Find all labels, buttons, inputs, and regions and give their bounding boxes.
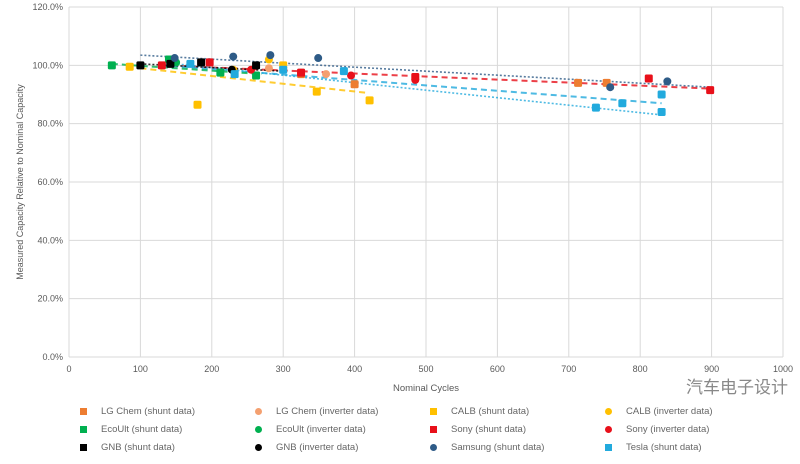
data-point: [279, 65, 288, 74]
data-point: [657, 108, 666, 116]
x-tick-label: 400: [347, 364, 362, 374]
legend-item: Samsung (shunt data): [430, 440, 605, 454]
data-point: [574, 78, 583, 87]
legend-swatch: [255, 443, 262, 451]
trendline: [140, 67, 369, 95]
x-tick-label: 100: [133, 364, 148, 374]
data-point: [216, 68, 225, 77]
legend-swatch: [605, 425, 612, 433]
data-point: [339, 67, 348, 76]
data-point: [312, 87, 321, 96]
y-tick-label: 80.0%: [37, 119, 63, 129]
x-tick-label: 700: [561, 364, 576, 374]
legend-label: Samsung (shunt data): [451, 441, 545, 453]
data-point: [706, 86, 715, 95]
y-tick-label: 60.0%: [37, 177, 63, 187]
data-point: [197, 58, 206, 67]
legend-item: GNB (inverter data): [255, 440, 430, 454]
y-tick-label: 40.0%: [37, 235, 63, 245]
data-point: [266, 51, 275, 60]
legend-swatch: [605, 407, 612, 415]
data-point: [411, 75, 420, 84]
legend-label: CALB (inverter data): [626, 405, 713, 417]
data-point: [166, 59, 175, 68]
legend-item: GNB (shunt data): [80, 440, 255, 454]
y-tick-label: 0.0%: [42, 352, 63, 362]
legend-swatch: [430, 407, 437, 415]
y-tick-label: 100.0%: [32, 60, 63, 70]
legend-label: EcoUlt (inverter data): [276, 423, 366, 435]
data-point: [252, 71, 261, 80]
legend-label: Sony (shunt data): [451, 423, 526, 435]
x-tick-label: 1000: [773, 364, 793, 374]
legend-label: Sony (inverter data): [626, 423, 710, 435]
legend-item: Tesla (shunt data): [605, 440, 780, 454]
data-point: [193, 100, 202, 109]
x-tick-label: 600: [490, 364, 505, 374]
y-tick-label: 120.0%: [32, 2, 63, 12]
x-tick-label: 0: [66, 364, 71, 374]
x-tick-label: 800: [633, 364, 648, 374]
legend-item: EcoUlt (inverter data): [255, 422, 430, 436]
legend-item: LG Chem (inverter data): [255, 404, 430, 418]
data-point: [347, 71, 356, 80]
legend-label: LG Chem (inverter data): [276, 405, 379, 417]
trendline: [161, 64, 662, 105]
legend-label: GNB (shunt data): [101, 441, 175, 453]
data-point: [350, 80, 359, 89]
data-point: [663, 77, 672, 86]
legend: LG Chem (shunt data) LG Chem (inverter da…: [80, 404, 780, 454]
legend-item: CALB (inverter data): [605, 404, 780, 418]
data-point: [644, 74, 653, 83]
legend-label: CALB (shunt data): [451, 405, 530, 417]
data-point: [297, 68, 306, 77]
x-tick-label: 300: [276, 364, 291, 374]
trendline: [140, 54, 712, 89]
scatter-plot: 0 100 200 300 400 500 600 700 800 900 1000 0.0% 20.0…: [15, 2, 793, 394]
legend-label: GNB (inverter data): [276, 441, 359, 453]
legend-item: EcoUlt (shunt data): [80, 422, 255, 436]
data-point: [186, 59, 195, 68]
legend-item: Sony (shunt data): [430, 422, 605, 436]
data-point: [157, 61, 166, 70]
legend-swatch: [255, 407, 262, 415]
data-point: [314, 54, 323, 63]
data-point: [125, 62, 134, 71]
x-tick-label: 900: [704, 364, 719, 374]
data-point: [365, 96, 374, 105]
y-axis-label: Measured Capacity Relative to Nominal Ca…: [15, 84, 25, 280]
data-point: [136, 61, 145, 70]
legend-swatch: [430, 425, 437, 433]
legend-swatch: [80, 407, 87, 415]
legend-swatch: [605, 443, 612, 451]
legend-item: Sony (inverter data): [605, 422, 780, 436]
data-point: [252, 61, 261, 70]
legend-swatch: [430, 443, 437, 451]
data-point: [230, 70, 239, 79]
data-point: [229, 52, 238, 61]
data-point: [107, 61, 116, 70]
legend-swatch: [255, 425, 262, 433]
x-tick-label: 500: [418, 364, 433, 374]
x-axis-label: Nominal Cycles: [393, 383, 459, 394]
legend-label: Tesla (shunt data): [626, 441, 702, 453]
legend-swatch: [80, 425, 87, 433]
x-tick-label: 200: [204, 364, 219, 374]
data-point: [322, 70, 331, 79]
data-point: [264, 64, 273, 73]
legend-item: LG Chem (shunt data): [80, 404, 255, 418]
legend-item: CALB (shunt data): [430, 404, 605, 418]
data-point: [657, 90, 666, 99]
data-point: [205, 58, 214, 67]
data-point: [591, 103, 600, 112]
legend-label: LG Chem (shunt data): [101, 405, 195, 417]
data-point: [618, 99, 627, 108]
data-point: [170, 54, 179, 63]
legend-label: EcoUlt (shunt data): [101, 423, 183, 435]
y-tick-label: 20.0%: [37, 294, 63, 304]
watermark: 汽车电子设计: [686, 378, 788, 397]
data-point: [606, 83, 615, 92]
legend-swatch: [80, 443, 87, 451]
